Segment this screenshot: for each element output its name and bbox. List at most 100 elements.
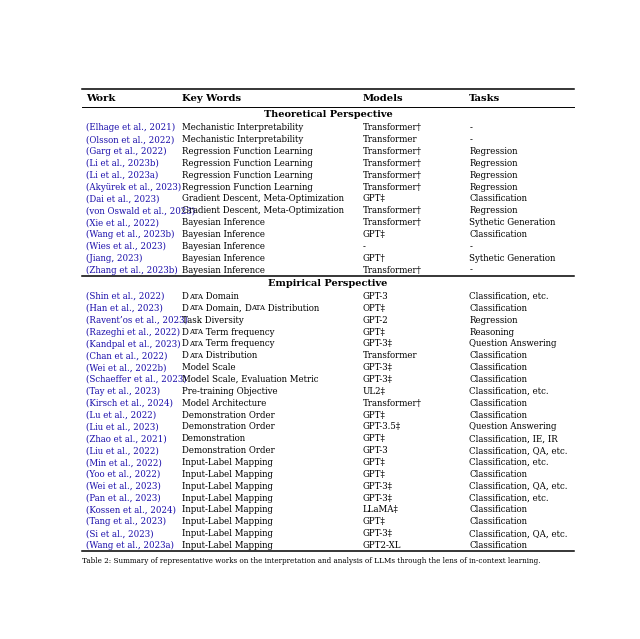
Text: Classification, IE, IR: Classification, IE, IR	[469, 435, 558, 443]
Text: GPT‡: GPT‡	[363, 328, 385, 337]
Text: Transformer†: Transformer†	[363, 171, 422, 180]
Text: Question Answering: Question Answering	[469, 339, 557, 348]
Text: Classification, etc.: Classification, etc.	[469, 292, 549, 301]
Text: Table 2: Summary of representative works on the interpretation and analysis of L: Table 2: Summary of representative works…	[83, 557, 541, 566]
Text: GPT‡: GPT‡	[363, 470, 385, 479]
Text: Reasoning: Reasoning	[469, 328, 515, 337]
Text: Transformer: Transformer	[363, 351, 417, 360]
Text: GPT‡: GPT‡	[363, 518, 385, 527]
Text: Empirical Perspective: Empirical Perspective	[268, 279, 388, 288]
Text: (Zhang et al., 2023b): (Zhang et al., 2023b)	[86, 266, 178, 275]
Text: (Si et al., 2023): (Si et al., 2023)	[86, 529, 154, 538]
Text: D: D	[182, 304, 189, 313]
Text: ATA: ATA	[189, 304, 202, 312]
Text: (Zhao et al., 2021): (Zhao et al., 2021)	[86, 435, 166, 443]
Text: Bayesian Inference: Bayesian Inference	[182, 254, 265, 263]
Text: Classification, QA, etc.: Classification, QA, etc.	[469, 446, 568, 455]
Text: (Chan et al., 2022): (Chan et al., 2022)	[86, 351, 168, 360]
Text: (Pan et al., 2023): (Pan et al., 2023)	[86, 493, 161, 503]
Text: GPT-3: GPT-3	[363, 446, 388, 455]
Text: (Kirsch et al., 2024): (Kirsch et al., 2024)	[86, 399, 173, 408]
Text: Classification: Classification	[469, 363, 527, 372]
Text: Regression Function Learning: Regression Function Learning	[182, 183, 312, 192]
Text: Input-Label Mapping: Input-Label Mapping	[182, 482, 273, 491]
Text: Classification: Classification	[469, 351, 527, 360]
Text: D: D	[182, 328, 189, 337]
Text: -: -	[469, 135, 472, 144]
Text: Input-Label Mapping: Input-Label Mapping	[182, 458, 273, 467]
Text: Transformer: Transformer	[363, 135, 417, 144]
Text: Classification, QA, etc.: Classification, QA, etc.	[469, 529, 568, 538]
Text: GPT-3: GPT-3	[363, 292, 388, 301]
Text: Pre-training Objective: Pre-training Objective	[182, 387, 277, 396]
Text: (Wang et al., 2023b): (Wang et al., 2023b)	[86, 230, 175, 239]
Text: Transformer†: Transformer†	[363, 218, 422, 227]
Text: Distribution: Distribution	[265, 304, 319, 313]
Text: (Li et al., 2023b): (Li et al., 2023b)	[86, 159, 159, 168]
Text: Input-Label Mapping: Input-Label Mapping	[182, 541, 273, 550]
Text: Input-Label Mapping: Input-Label Mapping	[182, 529, 273, 538]
Text: (Razeghi et al., 2022): (Razeghi et al., 2022)	[86, 328, 180, 337]
Text: Input-Label Mapping: Input-Label Mapping	[182, 493, 273, 503]
Text: GPT†: GPT†	[363, 254, 385, 263]
Text: Bayesian Inference: Bayesian Inference	[182, 266, 265, 275]
Text: Work: Work	[86, 94, 115, 103]
Text: Classification, etc.: Classification, etc.	[469, 458, 549, 467]
Text: Term frequency: Term frequency	[202, 339, 274, 348]
Text: ATA: ATA	[189, 352, 202, 360]
Text: (Li et al., 2023a): (Li et al., 2023a)	[86, 171, 158, 180]
Text: Classification: Classification	[469, 230, 527, 239]
Text: (Min et al., 2022): (Min et al., 2022)	[86, 458, 162, 467]
Text: (Ravent’os et al., 2023): (Ravent’os et al., 2023)	[86, 316, 188, 325]
Text: Distribution: Distribution	[202, 351, 257, 360]
Text: Mechanistic Interpretability: Mechanistic Interpretability	[182, 123, 303, 132]
Text: ATA: ATA	[189, 328, 202, 336]
Text: Tasks: Tasks	[469, 94, 500, 103]
Text: D: D	[182, 292, 189, 301]
Text: Gradient Descent, Meta-Optimization: Gradient Descent, Meta-Optimization	[182, 194, 344, 203]
Text: (Tay et al., 2023): (Tay et al., 2023)	[86, 387, 160, 396]
Text: (Kossen et al., 2024): (Kossen et al., 2024)	[86, 505, 176, 514]
Text: GPT-3‡: GPT-3‡	[363, 339, 393, 348]
Text: (von Oswald et al., 2023): (von Oswald et al., 2023)	[86, 206, 195, 215]
Text: GPT-3‡: GPT-3‡	[363, 375, 393, 384]
Text: Domain,: Domain,	[202, 304, 244, 313]
Text: ATA: ATA	[189, 340, 202, 348]
Text: Classification: Classification	[469, 375, 527, 384]
Text: Regression: Regression	[469, 183, 518, 192]
Text: Bayesian Inference: Bayesian Inference	[182, 230, 265, 239]
Text: Regression Function Learning: Regression Function Learning	[182, 147, 312, 156]
Text: (Wang et al., 2023a): (Wang et al., 2023a)	[86, 541, 174, 550]
Text: Classification, etc.: Classification, etc.	[469, 387, 549, 396]
Text: Classification: Classification	[469, 541, 527, 550]
Text: (Olsson et al., 2022): (Olsson et al., 2022)	[86, 135, 174, 144]
Text: Demonstration Order: Demonstration Order	[182, 411, 275, 420]
Text: D: D	[182, 351, 189, 360]
Text: Regression Function Learning: Regression Function Learning	[182, 171, 312, 180]
Text: Classification: Classification	[469, 470, 527, 479]
Text: Classification: Classification	[469, 399, 527, 408]
Text: (Han et al., 2023): (Han et al., 2023)	[86, 304, 163, 313]
Text: Transformer†: Transformer†	[363, 159, 422, 168]
Text: Bayesian Inference: Bayesian Inference	[182, 242, 265, 251]
Text: UL2‡: UL2‡	[363, 387, 386, 396]
Text: Question Answering: Question Answering	[469, 422, 557, 431]
Text: GPT‡: GPT‡	[363, 458, 385, 467]
Text: GPT-3.5‡: GPT-3.5‡	[363, 422, 401, 431]
Text: Sythetic Generation: Sythetic Generation	[469, 254, 556, 263]
Text: Transformer†: Transformer†	[363, 399, 422, 408]
Text: Classification: Classification	[469, 411, 527, 420]
Text: (Elhage et al., 2021): (Elhage et al., 2021)	[86, 123, 175, 132]
Text: (Liu et al., 2022): (Liu et al., 2022)	[86, 446, 159, 455]
Text: Demonstration Order: Demonstration Order	[182, 446, 275, 455]
Text: (Schaeffer et al., 2023): (Schaeffer et al., 2023)	[86, 375, 187, 384]
Text: Term frequency: Term frequency	[202, 328, 274, 337]
Text: (Wei et al., 2022b): (Wei et al., 2022b)	[86, 363, 166, 372]
Text: Classification: Classification	[469, 194, 527, 203]
Text: (Liu et al., 2023): (Liu et al., 2023)	[86, 422, 159, 431]
Text: GPT-3‡: GPT-3‡	[363, 493, 393, 503]
Text: GPT‡: GPT‡	[363, 411, 385, 420]
Text: GPT‡: GPT‡	[363, 194, 385, 203]
Text: Mechanistic Interpretability: Mechanistic Interpretability	[182, 135, 303, 144]
Text: Classification: Classification	[469, 518, 527, 527]
